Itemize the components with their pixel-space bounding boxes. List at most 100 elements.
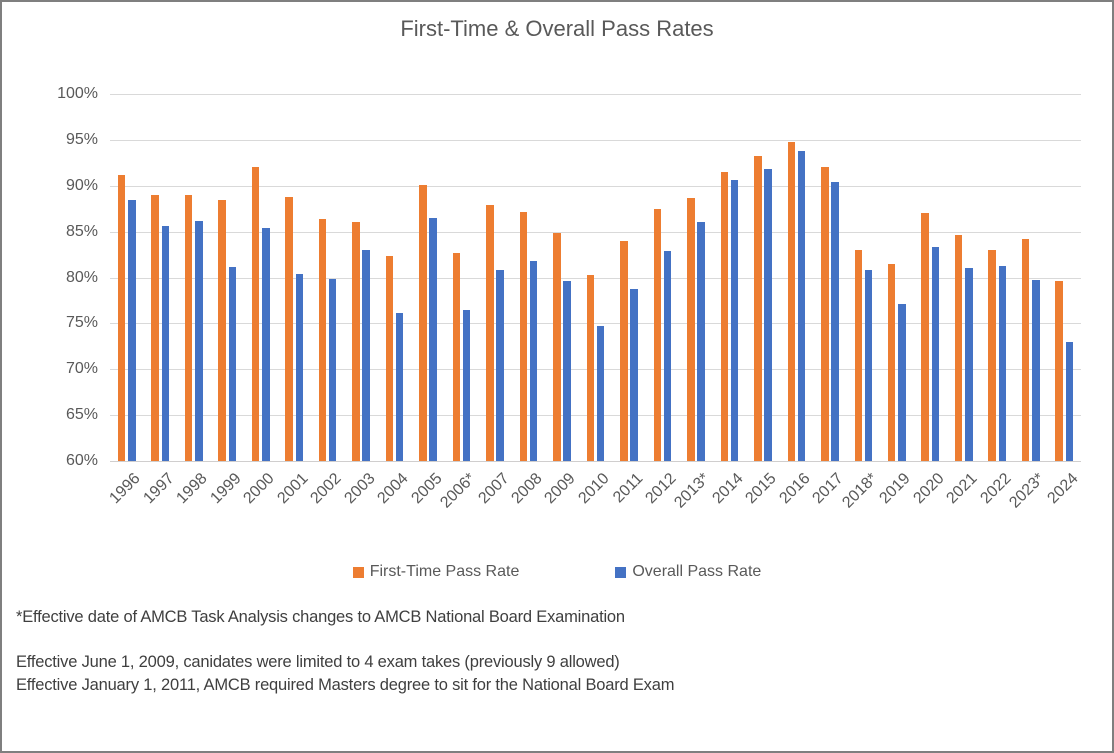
bar-overall-pass-rate (831, 182, 839, 461)
x-axis-label: 2018* (838, 470, 881, 512)
x-axis-label: 2024 (1044, 470, 1082, 508)
bar-overall-pass-rate (697, 222, 705, 461)
x-axis-label: 1999 (207, 470, 245, 508)
bar-overall-pass-rate (362, 250, 370, 461)
y-axis-tick-label: 85% (65, 222, 98, 240)
footnote-task-analysis: *Effective date of AMCB Task Analysis ch… (16, 608, 625, 626)
bar-overall-pass-rate (496, 270, 504, 461)
bar-first-time-pass-rate (285, 196, 293, 461)
x-axis-label: 2004 (374, 470, 412, 508)
y-axis-tick-label: 80% (65, 268, 98, 286)
bar-first-time-pass-rate (151, 194, 159, 461)
x-axis-line (110, 461, 1081, 462)
footnote-masters-degree: Effective January 1, 2011, AMCB required… (16, 676, 675, 694)
bar-first-time-pass-rate (419, 184, 427, 461)
bar-overall-pass-rate (764, 169, 772, 461)
y-axis-tick-label: 100% (57, 85, 98, 102)
bar-overall-pass-rate (1032, 280, 1040, 461)
bar-overall-pass-rate (630, 289, 638, 461)
bar-overall-pass-rate (529, 261, 538, 461)
bar-overall-pass-rate (898, 304, 906, 461)
x-axis-label: 2019 (876, 470, 914, 508)
x-axis-label: 1996 (106, 470, 144, 508)
bar-first-time-pass-rate (586, 274, 595, 461)
bar-overall-pass-rate (864, 270, 873, 461)
x-axis-label: 2007 (474, 470, 513, 508)
bar-overall-pass-rate (395, 313, 404, 461)
bar-first-time-pass-rate (117, 174, 126, 461)
legend-swatch-icon (615, 566, 627, 578)
bar-first-time-pass-rate (1021, 239, 1030, 461)
gridline (110, 185, 1081, 187)
y-axis-tick-label: 60% (65, 452, 98, 469)
x-axis-label: 2014 (709, 470, 747, 508)
bar-first-time-pass-rate (1055, 281, 1063, 461)
bar-first-time-pass-rate (620, 240, 628, 461)
bar-overall-pass-rate (965, 268, 973, 461)
bar-overall-pass-rate (295, 273, 304, 461)
x-axis-label: 2009 (541, 470, 580, 508)
gridline (110, 139, 1081, 141)
legend-item: Overall Pass Rate (615, 563, 761, 581)
x-axis-label: 2016 (776, 470, 814, 508)
bar-overall-pass-rate (1065, 341, 1074, 461)
x-axis-label: 2006* (437, 470, 479, 512)
gridline (110, 415, 1081, 417)
y-axis-tick-label: 95% (65, 130, 98, 148)
bar-first-time-pass-rate (720, 172, 729, 461)
bar-first-time-pass-rate (318, 218, 327, 461)
gridline (110, 369, 1081, 371)
bar-first-time-pass-rate (754, 156, 762, 461)
bar-overall-pass-rate (797, 150, 806, 461)
bar-overall-pass-rate (663, 250, 672, 461)
x-axis-label: 2003 (340, 470, 379, 508)
bar-overall-pass-rate (128, 200, 136, 461)
footnote-exam-takes: Effective June 1, 2009, canidates were l… (16, 653, 620, 671)
legend-label: Overall Pass Rate (632, 563, 762, 580)
gridline (110, 231, 1081, 233)
bar-first-time-pass-rate (486, 205, 494, 461)
gridline (110, 94, 1081, 95)
x-axis-label: 1998 (173, 470, 211, 508)
bar-overall-pass-rate (228, 266, 237, 461)
x-axis-label: 2013* (671, 470, 713, 512)
y-axis-tick-label: 75% (65, 314, 98, 332)
chart-title: First-Time & Overall Pass Rates (400, 16, 714, 41)
y-axis-tick-label: 65% (65, 406, 98, 424)
x-axis-label: 2021 (943, 470, 981, 508)
bar-first-time-pass-rate (653, 208, 662, 461)
bar-overall-pass-rate (462, 309, 471, 461)
gridline (110, 323, 1081, 325)
x-axis-label: 2000 (240, 470, 278, 508)
legend-label: First-Time Pass Rate (369, 563, 520, 580)
legend-swatch-icon (352, 566, 364, 578)
bar-overall-pass-rate (998, 265, 1007, 461)
y-axis-tick-label: 90% (65, 176, 98, 194)
bar-first-time-pass-rate (921, 213, 929, 461)
bar-first-time-pass-rate (519, 212, 528, 461)
bar-overall-pass-rate (161, 226, 170, 461)
bar-first-time-pass-rate (218, 199, 226, 461)
bar-first-time-pass-rate (553, 232, 561, 461)
bar-overall-pass-rate (429, 217, 437, 461)
bar-overall-pass-rate (563, 281, 571, 461)
legend: First-Time Pass Rate Overall Pass Rate (2, 563, 1112, 581)
bar-first-time-pass-rate (787, 141, 796, 461)
legend-item: First-Time Pass Rate (352, 563, 520, 581)
bar-overall-pass-rate (262, 228, 270, 461)
bar-first-time-pass-rate (184, 194, 193, 461)
bar-first-time-pass-rate (452, 252, 461, 461)
bar-overall-pass-rate (931, 247, 940, 461)
x-axis-label: 2001 (274, 470, 312, 508)
y-axis-tick-label: 70% (65, 360, 98, 378)
bar-first-time-pass-rate (887, 263, 896, 461)
bar-first-time-pass-rate (687, 197, 695, 461)
bar-first-time-pass-rate (854, 250, 863, 461)
bar-overall-pass-rate (328, 279, 337, 461)
x-axis-label: 2010 (575, 470, 613, 508)
bar-overall-pass-rate (730, 180, 739, 461)
x-axis-label: 2023* (1006, 470, 1048, 512)
x-axis-label: 2011 (609, 470, 647, 507)
